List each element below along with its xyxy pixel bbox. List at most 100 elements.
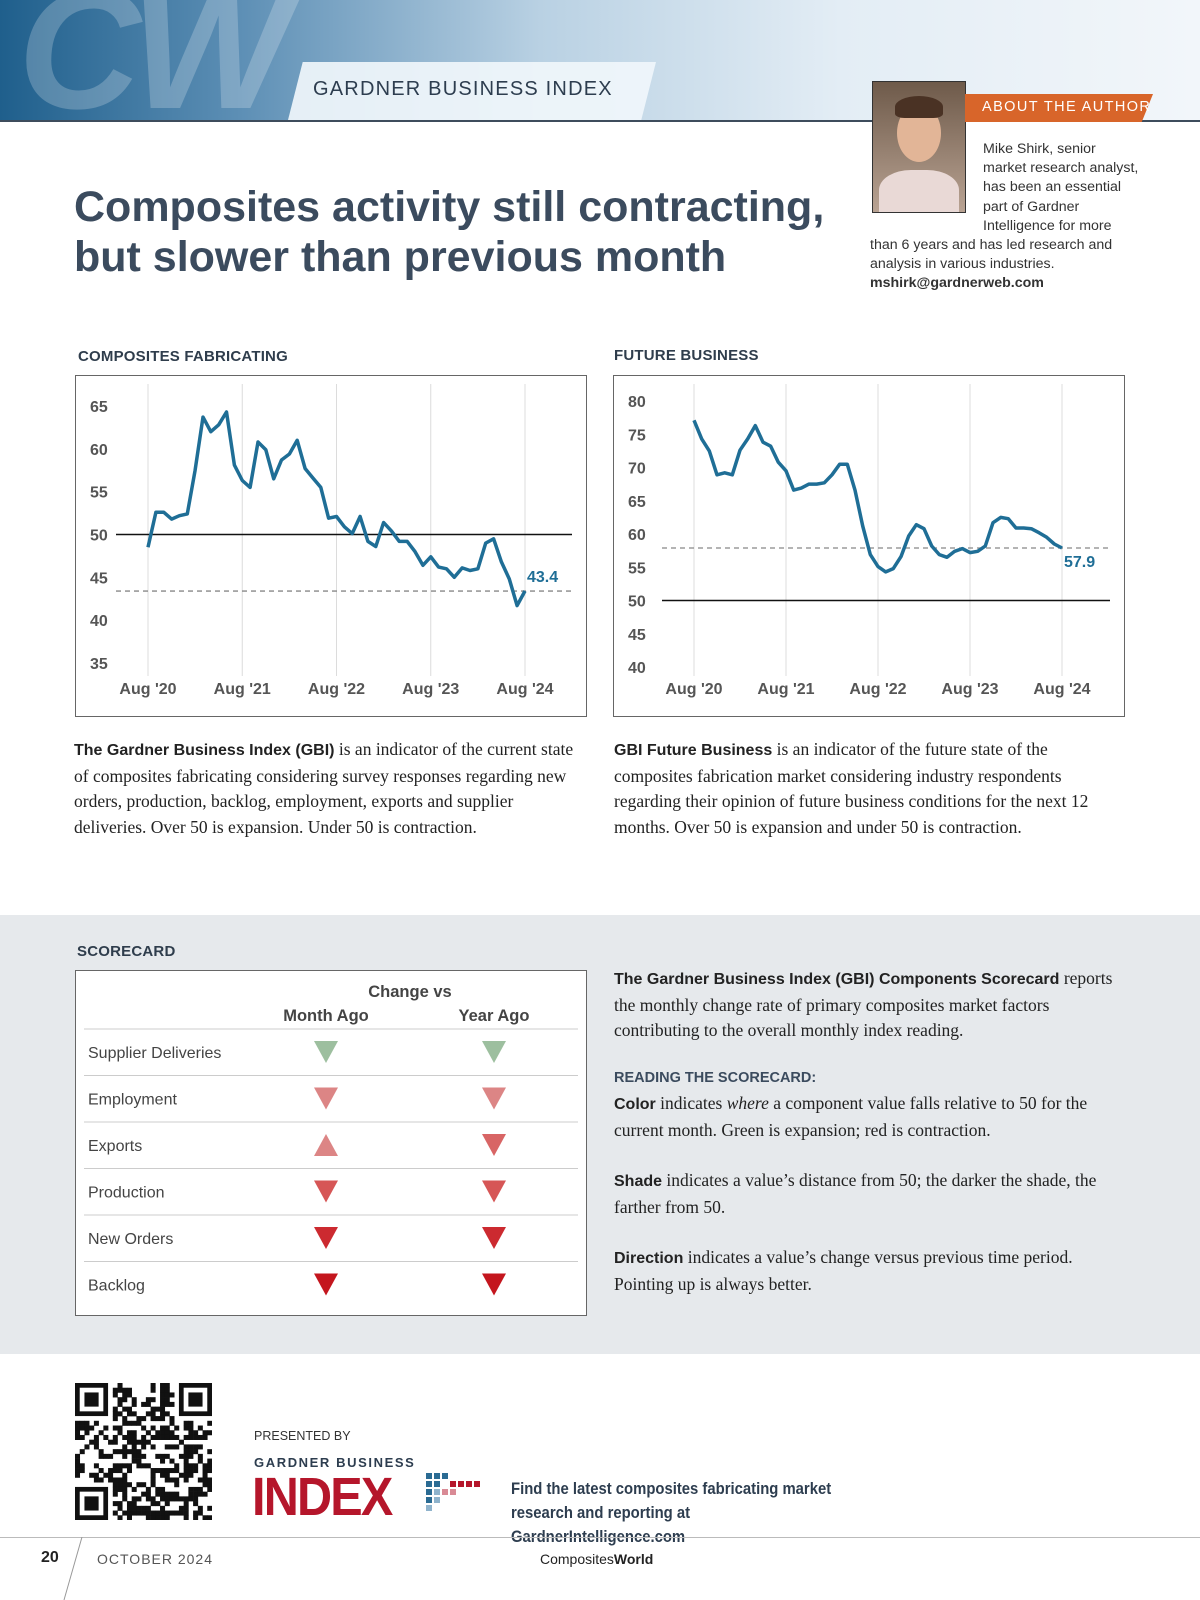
y-tick-label: 65 bbox=[628, 494, 646, 511]
qr-cell bbox=[188, 1420, 194, 1426]
qr-cell bbox=[160, 1491, 166, 1497]
qr-cell bbox=[174, 1491, 180, 1497]
qr-cell bbox=[122, 1477, 128, 1483]
item-em: where bbox=[726, 1093, 769, 1113]
qr-cell bbox=[108, 1472, 114, 1478]
qr-cell bbox=[178, 1510, 184, 1516]
qr-cell bbox=[207, 1458, 212, 1464]
item: Color indicates where a component value … bbox=[614, 1091, 1124, 1143]
qr-cell bbox=[117, 1425, 123, 1431]
qr-cell bbox=[117, 1411, 123, 1417]
qr-cell bbox=[126, 1439, 132, 1445]
qr-cell bbox=[108, 1439, 114, 1445]
qr-cell bbox=[122, 1406, 128, 1412]
qr-cell bbox=[183, 1463, 189, 1469]
qr-cell bbox=[150, 1496, 156, 1502]
intro-text: reports the monthly change rate of prima… bbox=[614, 968, 1113, 1040]
qr-cell bbox=[169, 1496, 175, 1502]
qr-cell bbox=[188, 1472, 194, 1478]
row-label: Backlog bbox=[88, 1278, 145, 1295]
qr-cell bbox=[117, 1463, 123, 1469]
qr-cell bbox=[155, 1515, 161, 1520]
author-email: mshirk@gardnerweb.com bbox=[870, 275, 1044, 292]
qr-cell bbox=[122, 1416, 128, 1422]
qr-cell bbox=[122, 1486, 128, 1492]
qr-cell bbox=[197, 1510, 203, 1516]
qr-cell bbox=[160, 1430, 166, 1436]
qr-cell bbox=[122, 1496, 128, 1502]
qr-finder bbox=[75, 1486, 109, 1520]
qr-cell bbox=[164, 1472, 170, 1478]
qr-cell bbox=[136, 1482, 142, 1488]
qr-cell bbox=[169, 1468, 175, 1474]
qr-cell bbox=[155, 1406, 161, 1412]
qr-cell bbox=[207, 1449, 212, 1455]
qr-cell bbox=[126, 1406, 132, 1412]
qr-cell bbox=[188, 1496, 194, 1502]
logo-main: INDEX bbox=[252, 1467, 393, 1527]
arrow bbox=[314, 1041, 338, 1063]
qr-cell bbox=[136, 1496, 142, 1502]
qr-cell bbox=[193, 1449, 199, 1455]
qr-cell bbox=[188, 1444, 194, 1450]
qr-cell bbox=[178, 1496, 184, 1502]
item: Direction indicates a value’s change ver… bbox=[614, 1245, 1124, 1297]
qr-cell bbox=[141, 1401, 147, 1407]
qr-cell bbox=[136, 1510, 142, 1516]
qr-cell bbox=[98, 1453, 104, 1459]
qr-cell bbox=[93, 1463, 99, 1469]
qr-cell bbox=[112, 1463, 118, 1469]
qr-cell bbox=[75, 1425, 81, 1431]
qr-cell bbox=[117, 1383, 123, 1389]
qr-cell bbox=[202, 1468, 208, 1474]
qr-cell bbox=[188, 1453, 194, 1459]
qr-cell bbox=[183, 1477, 189, 1483]
qr-cell bbox=[193, 1496, 199, 1502]
scorecard-title: SCORECARD bbox=[77, 943, 176, 960]
x-tick-label: Aug '21 bbox=[214, 681, 271, 698]
qr-cell bbox=[183, 1420, 189, 1426]
qr-cell bbox=[131, 1439, 137, 1445]
qr-cell bbox=[122, 1392, 128, 1398]
qr-cell bbox=[193, 1501, 199, 1507]
qr-cell bbox=[112, 1434, 118, 1440]
brand-b: World bbox=[613, 1551, 654, 1567]
qr-cell bbox=[164, 1501, 170, 1507]
qr-cell bbox=[160, 1406, 166, 1412]
qr-cell bbox=[112, 1468, 118, 1474]
qr-cell bbox=[197, 1444, 203, 1450]
qr-cell bbox=[160, 1411, 166, 1417]
qr-cell bbox=[178, 1472, 184, 1478]
qr-cell bbox=[193, 1468, 199, 1474]
qr-cell bbox=[131, 1397, 137, 1403]
qr-cell bbox=[188, 1486, 194, 1492]
arrow bbox=[314, 1134, 338, 1156]
qr-cell bbox=[126, 1430, 132, 1436]
qr-cell bbox=[131, 1430, 137, 1436]
qr-cell bbox=[207, 1505, 212, 1511]
qr-cell bbox=[197, 1491, 203, 1497]
qr-cell bbox=[160, 1510, 166, 1516]
item-text: indicates a value’s change versus previo… bbox=[614, 1247, 1073, 1294]
qr-cell bbox=[126, 1510, 132, 1516]
qr-cell bbox=[79, 1449, 85, 1455]
qr-cell bbox=[160, 1383, 166, 1389]
presented-by: PRESENTED BY bbox=[254, 1429, 351, 1443]
qr-cell bbox=[84, 1420, 90, 1426]
qr-cell bbox=[150, 1501, 156, 1507]
qr-cell bbox=[150, 1510, 156, 1516]
section-label: GARDNER BUSINESS INDEX bbox=[313, 78, 613, 100]
qr-cell bbox=[141, 1444, 147, 1450]
qr-cell bbox=[126, 1501, 132, 1507]
qr-cell bbox=[197, 1505, 203, 1511]
qr-cell bbox=[183, 1453, 189, 1459]
qr-cell bbox=[183, 1505, 189, 1511]
column-header: Year Ago bbox=[459, 1007, 530, 1025]
qr-cell bbox=[197, 1477, 203, 1483]
qr-cell bbox=[202, 1434, 208, 1440]
qr-cell bbox=[160, 1505, 166, 1511]
qr-cell bbox=[112, 1406, 118, 1412]
x-tick-label: Aug '22 bbox=[308, 681, 365, 698]
qr-cell bbox=[131, 1501, 137, 1507]
qr-cell bbox=[193, 1430, 199, 1436]
